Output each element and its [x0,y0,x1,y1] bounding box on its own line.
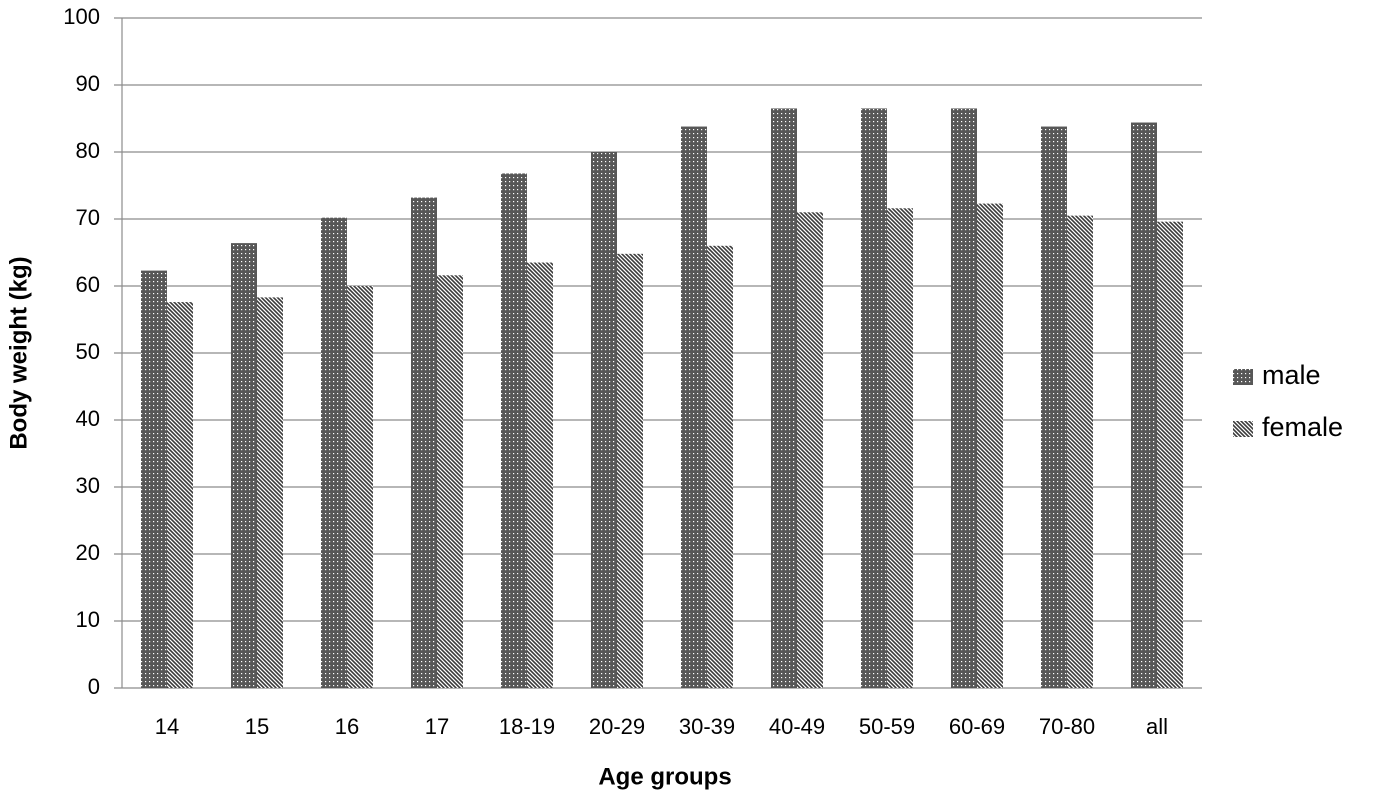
x-tick-label: 30-39 [679,714,735,739]
y-tick-label: 40 [76,406,100,431]
y-tick-label: 70 [76,205,100,230]
bar [411,197,437,688]
y-tick-label: 50 [76,339,100,364]
bar [797,212,823,689]
bar [1131,122,1157,688]
x-tick-label: 50-59 [859,714,915,739]
x-axis-title: Age groups [598,763,731,790]
bar [591,152,617,688]
y-tick-label: 20 [76,540,100,565]
legend-label: female [1262,412,1343,442]
x-tick-label: 18-19 [499,714,555,739]
x-tick-label: 40-49 [769,714,825,739]
bar [527,262,553,688]
bar [141,270,167,688]
x-tick-label: 60-69 [949,714,1005,739]
legend-swatch [1233,421,1253,437]
y-tick-label: 90 [76,71,100,96]
y-tick-label: 10 [76,607,100,632]
bar [977,203,1003,688]
y-tick-label: 60 [76,272,100,297]
bar [951,108,977,688]
x-tick-label: 16 [335,714,359,739]
x-tick-label: 14 [155,714,179,739]
bar [707,245,733,689]
bar [501,173,527,688]
legend-label: male [1262,360,1321,390]
x-tick-label: 70-80 [1039,714,1095,739]
y-tick-label: 30 [76,473,100,498]
bar [1157,221,1183,688]
y-axis-title: Body weight (kg) [5,256,32,449]
y-tick-label: 0 [88,674,100,699]
bar [861,108,887,688]
bar [1067,215,1093,688]
x-tick-label: 20-29 [589,714,645,739]
bar [167,302,193,688]
bar [231,243,257,688]
bar [617,253,643,688]
bar [347,286,373,688]
bar [1041,126,1067,689]
bar [771,108,797,688]
legend-swatch [1233,369,1253,385]
bar [321,217,347,688]
bar [257,297,283,688]
x-tick-label: 17 [425,714,449,739]
x-tick-label: 15 [245,714,269,739]
x-tick-label: all [1146,714,1168,739]
y-tick-label: 100 [63,4,100,29]
bar [887,208,913,688]
bar [681,126,707,689]
y-tick-label: 80 [76,138,100,163]
bar [437,275,463,688]
